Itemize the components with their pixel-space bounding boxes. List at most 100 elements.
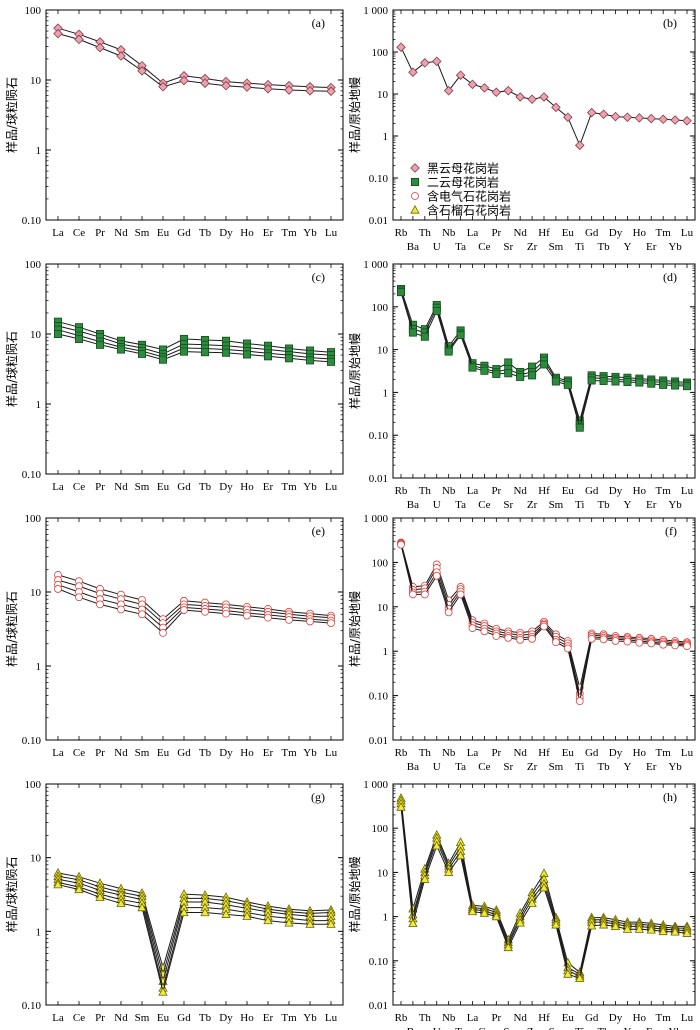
x-tick-label: Eu — [562, 747, 575, 759]
panel-label: (c) — [312, 270, 325, 284]
panel-label: (d) — [663, 270, 677, 284]
x-tick-label: Zr — [527, 241, 538, 253]
data-point — [444, 608, 453, 617]
x-tick-label: Eu — [157, 1012, 170, 1024]
x-tick-label: Er — [646, 241, 657, 253]
legend-marker — [410, 177, 419, 186]
x-tick-label: Ho — [633, 747, 647, 759]
legend-marker — [410, 163, 420, 173]
y-tick-label: 0.10 — [369, 956, 389, 968]
y-tick-label: 0.01 — [369, 215, 388, 227]
data-point — [444, 347, 453, 356]
x-tick-label: Nd — [114, 1012, 128, 1024]
data-point — [285, 615, 293, 624]
data-point — [137, 902, 147, 912]
x-tick-label: Pr — [491, 1012, 501, 1024]
series-line — [400, 807, 688, 980]
data-point — [420, 590, 429, 599]
data-point — [491, 911, 502, 921]
x-tick-label: Er — [646, 761, 657, 773]
data-point — [516, 372, 525, 381]
panel-label: (e) — [312, 524, 325, 538]
x-tick-label: Gd — [177, 227, 191, 239]
data-point — [284, 354, 293, 363]
x-tick-label: Ba — [407, 761, 419, 773]
x-tick-label: Hf — [538, 485, 550, 497]
data-point — [587, 376, 596, 385]
series — [396, 802, 692, 982]
data-point — [622, 924, 633, 933]
data-point — [467, 79, 478, 90]
data-point — [516, 635, 525, 644]
y-tick-label: 10 — [30, 587, 42, 599]
x-tick-label: Eu — [562, 227, 575, 239]
series-line — [57, 872, 332, 970]
x-tick-label: Y — [623, 499, 631, 511]
data-point — [671, 641, 679, 650]
data-point — [622, 112, 633, 122]
x-tick-label: La — [467, 1012, 479, 1024]
data-point — [635, 378, 644, 387]
y-tick-label: 10 — [377, 89, 389, 101]
x-tick-label: Sm — [135, 747, 150, 759]
y-tick-label: 1 000 — [363, 5, 388, 17]
y-tick-label: 100 — [25, 513, 42, 525]
x-tick-label: Pr — [491, 747, 501, 759]
legend-label: 二云母花岗岩 — [427, 175, 499, 190]
data-point — [74, 884, 84, 894]
data-point — [492, 369, 501, 378]
y-tick-label: 100 — [372, 47, 389, 59]
data-point — [467, 906, 478, 916]
y-tick-label: 1 — [36, 661, 42, 673]
x-tick-label: Hf — [538, 747, 550, 759]
data-point — [683, 382, 692, 391]
series — [54, 329, 335, 366]
data-point — [504, 633, 513, 642]
chart-panel-a: 0.10 1 10 100 样品/球粒陨石 La Ce Pr Nd Sm Eu Gd Tb Dy Ho Er T… — [4, 5, 344, 239]
panel-label: (f) — [665, 524, 677, 538]
x-tick-label: Lu — [681, 485, 694, 497]
x-tick-label: Tb — [597, 499, 610, 511]
data-point — [431, 56, 442, 67]
data-point — [598, 919, 609, 929]
x-tick-label: Eu — [157, 227, 170, 239]
x-tick-label: Nd — [114, 747, 128, 759]
data-point — [96, 600, 104, 609]
data-point — [491, 87, 502, 98]
x-tick-label: Yb — [668, 241, 682, 253]
x-tick-label: Zr — [527, 761, 538, 773]
data-point — [200, 348, 209, 357]
series — [53, 877, 336, 992]
x-tick-label: Tm — [656, 227, 672, 239]
x-tick-label: Lu — [325, 1012, 338, 1024]
y-tick-label: 1 — [36, 399, 42, 411]
y-tick-label: 100 — [25, 259, 42, 271]
y-tick-label: 100 — [372, 823, 389, 835]
y-tick-label: 100 — [25, 5, 42, 17]
legend-marker — [410, 204, 420, 214]
x-tick-label: Eu — [157, 481, 170, 493]
x-tick-label: Er — [263, 747, 274, 759]
data-point — [54, 585, 62, 593]
data-point — [243, 611, 251, 620]
data-point — [468, 363, 477, 372]
data-point — [95, 42, 105, 53]
y-tick-label: 1 000 — [363, 779, 388, 791]
y-axis-label: 样品/原始地幔 — [347, 591, 362, 667]
x-tick-label: Tb — [597, 241, 610, 253]
data-point — [611, 637, 620, 645]
x-tick-label: Lu — [681, 227, 694, 239]
data-point — [221, 348, 230, 357]
y-tick-label: 10 — [377, 867, 389, 879]
data-point — [527, 94, 537, 105]
x-tick-label: Tb — [597, 1026, 610, 1030]
y-tick-label: 10 — [30, 853, 42, 865]
data-point — [682, 116, 692, 126]
x-tick-label: Gd — [585, 485, 599, 497]
x-tick-label: Y — [623, 241, 631, 253]
data-point — [179, 907, 189, 917]
y-tick-label: 1 000 — [363, 259, 388, 271]
series-line — [57, 882, 331, 989]
